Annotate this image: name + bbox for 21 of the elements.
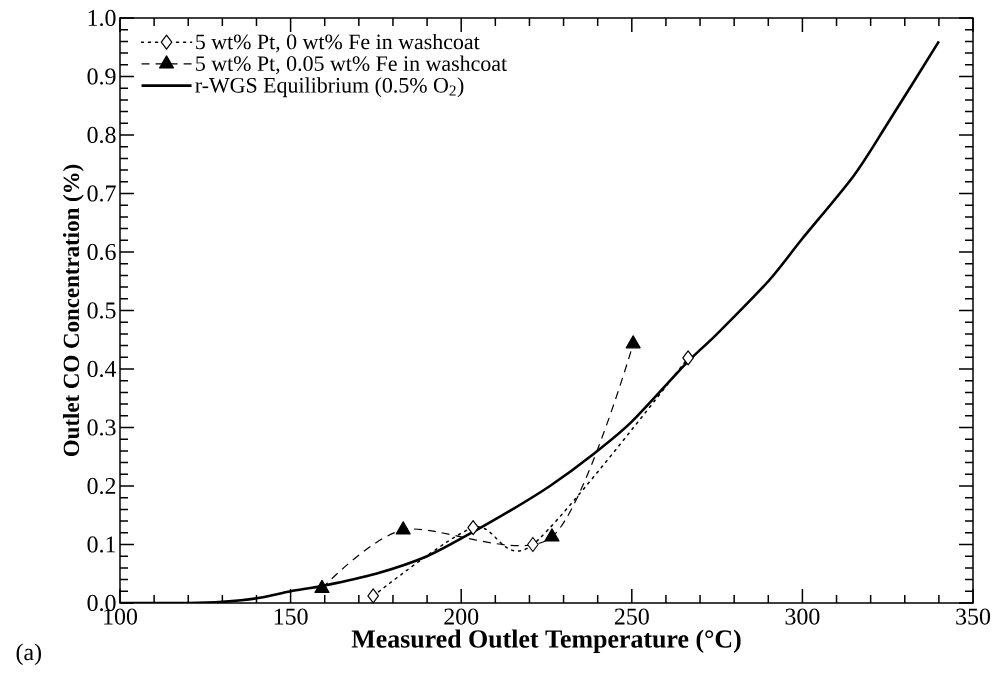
y-tick-label: 0.6 xyxy=(87,243,116,261)
y-tick-label: 0.1 xyxy=(87,536,116,553)
y-tick-label: 0.5 xyxy=(87,302,116,319)
y-tick-label: 0.8 xyxy=(87,126,116,144)
y-tick-label: 0.2 xyxy=(87,477,116,495)
y-tick-label: 0.4 xyxy=(87,360,117,378)
y-tick-label: 0.7 xyxy=(87,185,116,202)
x-tick-label: 350 xyxy=(956,608,991,625)
x-tick-label: 300 xyxy=(785,608,820,625)
x-tick-label: 150 xyxy=(274,608,308,625)
x-axis-title: Measured Outlet Temperature (°C) xyxy=(351,629,741,653)
legend-label: 5 wt% Pt, 0.05 wt% Fe in washcoat xyxy=(196,55,507,75)
x-tick-label: 250 xyxy=(614,608,649,625)
legend-label: 5 wt% Pt, 0 wt% Fe in washcoat xyxy=(196,33,480,53)
y-tick-label: 1.0 xyxy=(88,9,116,27)
text: (a) xyxy=(16,643,41,666)
x-tick-label: 200 xyxy=(444,608,479,625)
legend-label: r-WGS Equilibrium (0.5% O$_{2}$) xyxy=(195,77,464,98)
y-tick-label: 0.3 xyxy=(87,419,116,436)
y-tick-label: 0.9 xyxy=(87,68,116,85)
y-axis-title: Outlet CO Concentration (%) xyxy=(62,164,84,457)
